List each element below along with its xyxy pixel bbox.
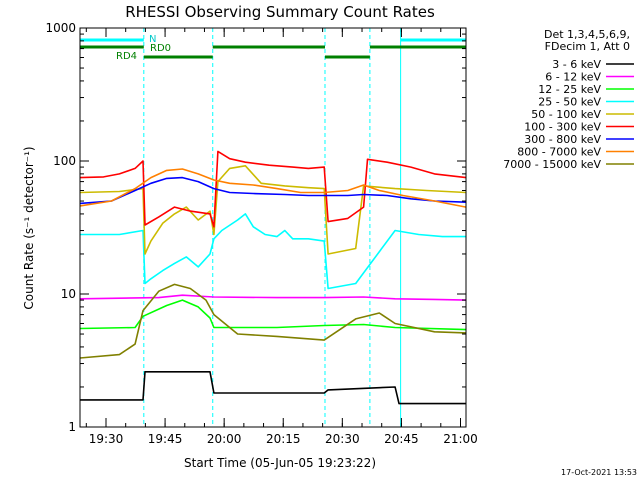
series-line-50-100-kev [79, 165, 467, 255]
series-line-7000-15000-kev [79, 283, 467, 359]
x-tick-label: 20:30 [325, 432, 360, 446]
series-line-100-300-kev [79, 150, 467, 228]
y-tick-label: 1000 [45, 21, 76, 35]
night-flag-label: N [149, 34, 156, 45]
series-line-12-25-kev [79, 299, 467, 331]
legend-label-25-50-kev: 25 - 50 keV [538, 96, 601, 109]
legend-label-800-7000-kev: 800 - 7000 keV [517, 146, 601, 159]
date-stamp: 17-Oct-2021 13:53 [561, 468, 637, 477]
legend-label-100-300-kev: 100 - 300 keV [524, 121, 601, 134]
series-line-300-800-kev [79, 176, 467, 205]
series-line-800-7000-kev [79, 168, 467, 208]
legend-label-300-800-kev: 300 - 800 keV [524, 133, 601, 146]
y-axis: 1 10 100 1000 [45, 21, 466, 434]
rd4-flag-label: RD4 [116, 51, 137, 62]
x-axis-label: Start Time (05-Jun-05 19:23:22) [184, 456, 376, 470]
legend-label-3-6-kev: 3 - 6 keV [552, 58, 601, 71]
y-tick-label: 1 [68, 420, 76, 434]
legend-header-attenuator: FDecim 1, Att 0 [545, 40, 630, 53]
chart-title: RHESSI Observing Summary Count Rates [125, 3, 435, 21]
x-tick-label: 19:45 [148, 432, 183, 446]
legend-label-6-12-kev: 6 - 12 keV [545, 71, 601, 84]
legend-label-50-100-kev: 50 - 100 keV [531, 108, 601, 121]
series-line-6-12-kev [79, 294, 467, 301]
x-tick-label: 19:30 [89, 432, 124, 446]
x-tick-label: 20:00 [207, 432, 242, 446]
legend: Det 1,3,4,5,6,9, FDecim 1, Att 0 3 - 6 k… [503, 28, 634, 171]
plot-frame [79, 27, 467, 428]
series-line-3-6-kev [80, 370, 466, 405]
legend-label-12-25-kev: 12 - 25 keV [538, 83, 601, 96]
series-line-25-50-kev [80, 213, 466, 290]
y-axis-label: Count Rate (s⁻¹ detector⁻¹) [22, 146, 36, 309]
rd0-flag-label: RD0 [150, 43, 171, 54]
plot-area [79, 28, 467, 427]
x-axis: 19:30 19:45 20:00 20:15 20:30 20:45 21:00 [85, 28, 478, 446]
x-tick-label: 20:45 [384, 432, 419, 446]
legend-header-detectors: Det 1,3,4,5,6,9, [544, 28, 630, 41]
y-tick-label: 10 [61, 287, 76, 301]
legend-label-7000-15000-kev: 7000 - 15000 keV [503, 158, 601, 171]
x-tick-label: 20:15 [266, 432, 301, 446]
x-tick-label: 21:00 [443, 432, 478, 446]
y-tick-label: 100 [53, 154, 76, 168]
